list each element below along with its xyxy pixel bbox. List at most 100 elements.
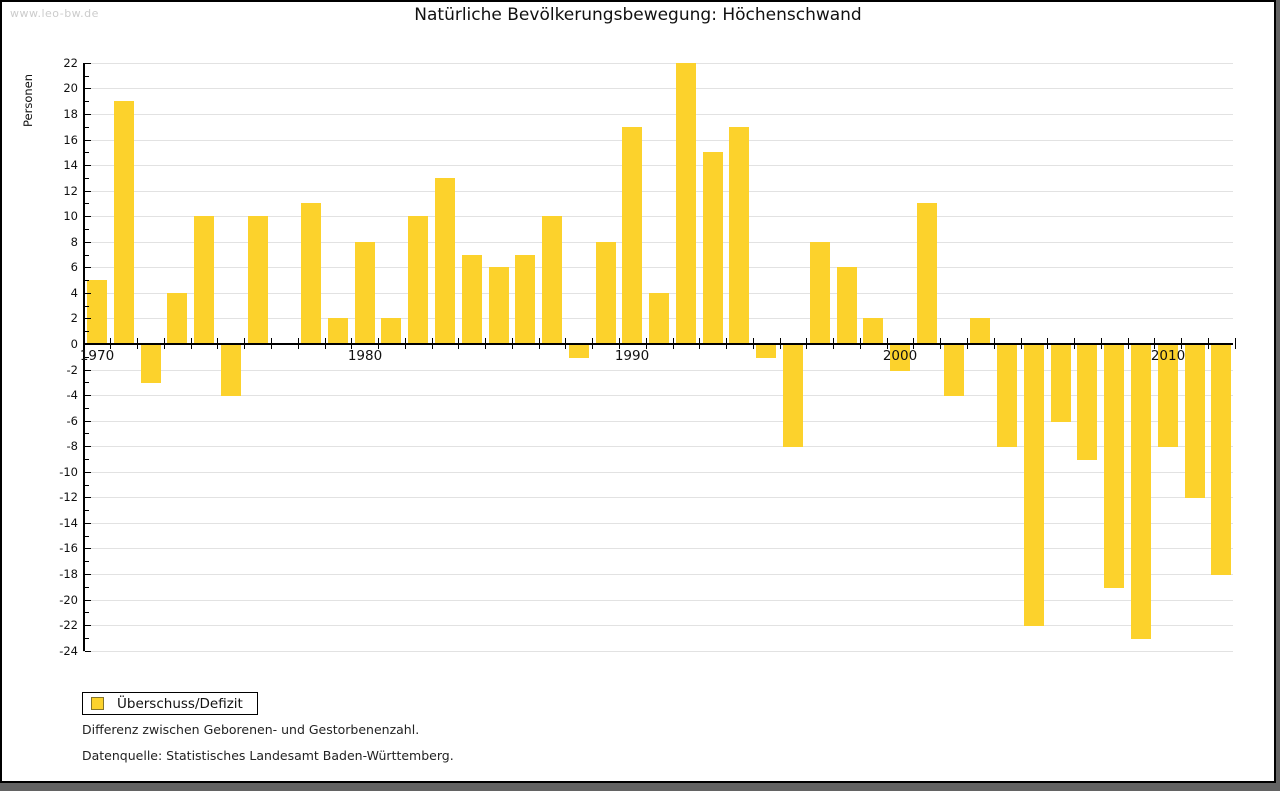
y-tick-label: 22 [63,56,78,70]
bar [837,267,857,344]
bar [1077,345,1097,460]
y-tick [85,229,89,230]
y-tick [85,612,89,613]
bar [221,345,241,396]
bar [355,242,375,344]
y-tick [85,574,91,575]
gridline [83,625,1233,626]
bar [596,242,616,344]
y-tick [85,510,89,511]
bar [944,345,964,396]
x-tick [539,338,540,349]
gridline [83,651,1233,652]
gridline [83,140,1233,141]
bar [863,318,883,344]
bar [141,345,161,383]
y-tick [85,114,91,115]
gridline [83,216,1233,217]
y-tick [85,216,91,217]
y-tick-label: 4 [70,286,78,300]
y-tick [85,280,89,281]
bar [408,216,428,344]
x-tick [137,338,138,349]
y-tick [85,165,91,166]
bar [1158,345,1178,447]
gridline [83,242,1233,243]
y-tick [85,63,91,64]
bar [1024,345,1044,626]
x-tick [1235,338,1236,349]
x-tick [967,338,968,349]
y-tick [85,600,91,601]
gridline [83,63,1233,64]
bar [87,280,107,344]
y-tick-label: 14 [63,158,78,172]
x-tick [1074,338,1075,349]
x-tick [378,338,379,349]
y-tick-label: -18 [59,567,78,581]
x-tick-label: 1990 [614,348,650,364]
bar [489,267,509,344]
x-tick [619,338,620,349]
y-tick [85,178,89,179]
x-tick [1208,338,1209,349]
x-tick [565,338,566,349]
x-tick-label: 2010 [1150,348,1186,364]
bar [810,242,830,344]
watermark: www.leo-bw.de [10,7,99,20]
x-tick [994,338,995,349]
y-tick-label: 0 [70,337,78,351]
y-tick [85,152,89,153]
bar [1131,345,1151,639]
y-tick-label: 6 [70,260,78,274]
x-tick [485,338,486,349]
x-tick [753,338,754,349]
gridline [83,267,1233,268]
bar [515,255,535,344]
x-tick [780,338,781,349]
x-tick [833,338,834,349]
x-tick [458,338,459,349]
x-tick [110,338,111,349]
y-tick-label: -24 [59,644,78,658]
y-tick [85,523,91,524]
x-tick [699,338,700,349]
bar [1051,345,1071,422]
bar [569,345,589,358]
bar [756,345,776,358]
x-tick [271,338,272,349]
bar [703,152,723,344]
y-tick [85,433,89,434]
bar [729,127,749,344]
y-tick [85,306,89,307]
legend-label: Überschuss/Defizit [117,695,243,712]
x-tick [1021,338,1022,349]
legend-swatch-icon [91,697,104,710]
y-tick [85,638,89,639]
bar [890,345,910,371]
y-tick [85,370,91,371]
y-tick [85,242,91,243]
x-tick [940,338,941,349]
x-tick [1047,338,1048,349]
x-tick [1128,338,1129,349]
plot-area: -24 -22 -20 -18 -16 -14 -12 -10 -8 -6 -4 -2 0 2 4 6 8 10 1… [2,2,1274,781]
y-tick-label: -20 [59,593,78,607]
y-tick [85,472,91,473]
x-tick [1154,338,1155,349]
bar [917,203,937,344]
x-tick [325,338,326,349]
y-tick-label: -14 [59,516,78,530]
bar [676,63,696,344]
y-tick [85,548,91,549]
y-tick [85,395,91,396]
gridline [83,395,1233,396]
y-tick [85,293,91,294]
gridline [83,114,1233,115]
x-tick [351,338,352,349]
gridline [83,600,1233,601]
x-tick [913,338,914,349]
x-tick [512,338,513,349]
y-tick [85,446,91,447]
bar [301,203,321,344]
